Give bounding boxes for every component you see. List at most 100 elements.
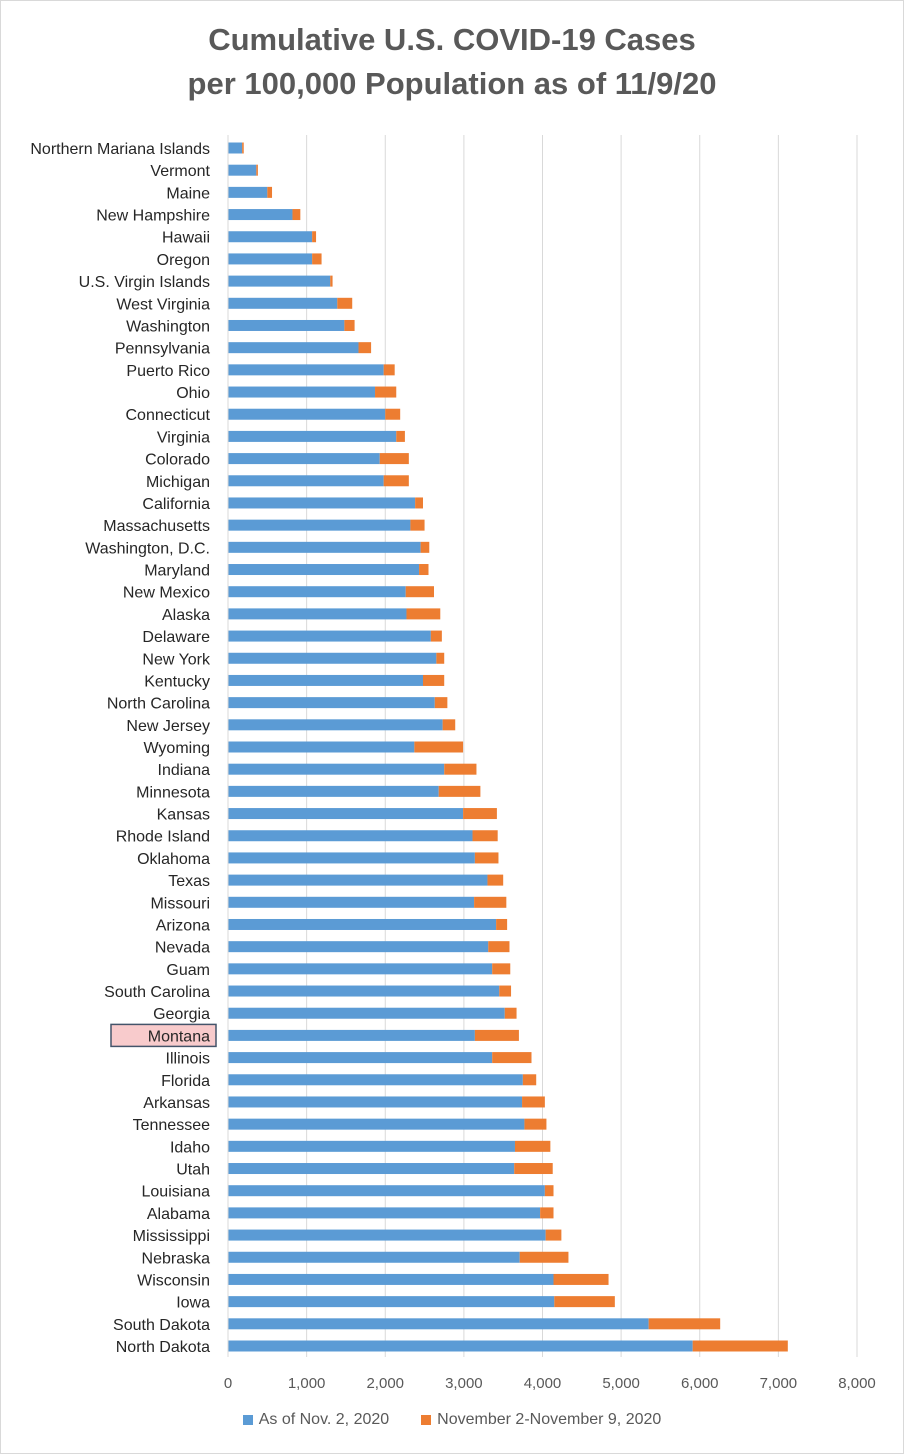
category-label: Utah xyxy=(176,1162,210,1179)
bar-increment xyxy=(472,830,498,842)
category-label: Colorado xyxy=(145,452,210,469)
bar-increment xyxy=(383,475,409,487)
bar-increment xyxy=(383,364,395,376)
bar-increment xyxy=(415,497,423,509)
bar-base xyxy=(228,564,420,576)
bar-increment xyxy=(522,1074,537,1086)
bar-increment xyxy=(544,1185,554,1197)
category-label: Kentucky xyxy=(144,673,210,690)
legend-item-increment: November 2-November 9, 2020 xyxy=(421,1411,661,1429)
bar-increment xyxy=(474,1029,519,1041)
bar-base xyxy=(228,1140,515,1152)
bar-increment xyxy=(463,808,497,820)
category-label: Pennsylvania xyxy=(115,341,210,358)
x-tick-label: 5,000 xyxy=(602,1375,640,1392)
bar-increment xyxy=(312,231,317,243)
bar-increment xyxy=(337,297,353,309)
bar-base xyxy=(228,408,386,420)
category-label: Connecticut xyxy=(126,407,211,424)
category-label: Northern Mariana Islands xyxy=(30,141,210,158)
category-label: South Dakota xyxy=(113,1317,210,1334)
bar-increment xyxy=(487,874,504,886)
category-label: Mississippi xyxy=(133,1228,210,1245)
category-label: Florida xyxy=(161,1073,210,1090)
bar-base xyxy=(228,874,488,886)
bar-base xyxy=(228,918,497,930)
bar-increment xyxy=(267,186,273,198)
bar-base xyxy=(228,808,464,820)
bar-base xyxy=(228,1340,693,1352)
legend-label-increment: November 2-November 9, 2020 xyxy=(437,1411,662,1428)
bar-increment xyxy=(514,1140,551,1152)
bar-base xyxy=(228,1207,541,1219)
category-label: Maine xyxy=(166,185,210,202)
bar-base xyxy=(228,852,475,864)
category-label: Ohio xyxy=(176,385,210,402)
bar-base xyxy=(228,430,397,442)
bar-base xyxy=(228,1029,475,1041)
category-label: Hawaii xyxy=(162,230,210,247)
bar-increment xyxy=(488,941,510,953)
bar-base xyxy=(228,1185,545,1197)
bar-base xyxy=(228,963,493,975)
bar-increment xyxy=(385,408,401,420)
bar-base xyxy=(228,674,423,686)
bar-base xyxy=(228,342,359,354)
x-tick-label: 8,000 xyxy=(838,1375,876,1392)
bar-base xyxy=(228,453,380,465)
bar-base xyxy=(228,741,415,753)
bar-base xyxy=(228,941,489,953)
bar-increment xyxy=(375,386,397,398)
category-label: Delaware xyxy=(142,629,210,646)
bar-increment xyxy=(492,1052,532,1064)
bar-base xyxy=(228,1229,546,1241)
bar-increment xyxy=(312,253,322,265)
bar-increment xyxy=(442,719,456,731)
category-label: California xyxy=(142,496,210,513)
category-label: New York xyxy=(142,651,211,668)
bar-base xyxy=(228,386,376,398)
category-label: Michigan xyxy=(146,474,210,491)
x-tick-label: 2,000 xyxy=(366,1375,404,1392)
category-label: Minnesota xyxy=(136,784,210,801)
x-tick-label: 3,000 xyxy=(445,1375,483,1392)
bar-base xyxy=(228,1296,555,1308)
bar-base xyxy=(228,1163,515,1175)
category-label: Missouri xyxy=(150,895,210,912)
bar-increment xyxy=(496,918,508,930)
bar-increment xyxy=(420,541,430,553)
category-label: Iowa xyxy=(176,1295,210,1312)
bar-increment xyxy=(648,1318,721,1330)
bar-base xyxy=(228,297,338,309)
legend: As of Nov. 2, 2020 November 2-November 9… xyxy=(0,1411,904,1429)
category-label: North Dakota xyxy=(116,1339,210,1356)
chart-title-line-1: Cumulative U.S. COVID-19 Cases xyxy=(208,22,696,57)
category-label: North Carolina xyxy=(107,696,210,713)
legend-swatch-base xyxy=(242,1415,253,1425)
bar-increment xyxy=(344,319,355,331)
bar-base xyxy=(228,697,435,709)
bar-base xyxy=(228,497,416,509)
x-tick-label: 6,000 xyxy=(681,1375,719,1392)
category-label: Illinois xyxy=(166,1051,210,1068)
legend-label-base: As of Nov. 2, 2020 xyxy=(258,1411,390,1428)
bar-base xyxy=(228,1273,554,1285)
bar-increment xyxy=(504,1007,517,1019)
bar-increment xyxy=(553,1273,609,1285)
category-label: Wisconsin xyxy=(137,1272,210,1289)
bar-base xyxy=(228,785,439,797)
category-label: Arizona xyxy=(156,917,210,934)
bar-base xyxy=(228,1074,523,1086)
bar-increment xyxy=(522,1096,545,1108)
bar-increment xyxy=(474,852,499,864)
category-label: U.S. Virgin Islands xyxy=(79,274,210,291)
bar-base xyxy=(228,364,384,376)
category-label: Nevada xyxy=(155,940,210,957)
category-label: Rhode Island xyxy=(116,829,210,846)
chart-title-line-2: per 100,000 Population as of 11/9/20 xyxy=(187,66,717,101)
bar-increment xyxy=(396,430,405,442)
bar-increment xyxy=(499,985,512,997)
bar-increment xyxy=(438,785,481,797)
bar-increment xyxy=(514,1163,553,1175)
category-label: West Virginia xyxy=(116,296,210,313)
